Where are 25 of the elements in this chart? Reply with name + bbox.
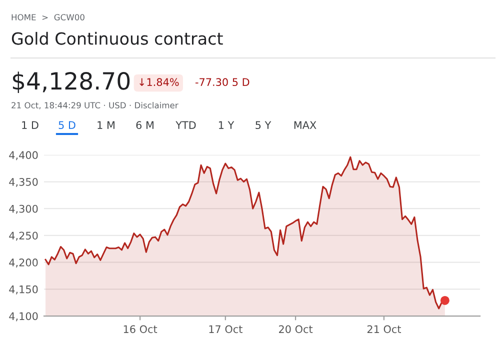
x-tick-label: 16 Oct xyxy=(124,325,158,334)
text: 21 Oct, 18:44:29 UTC · USD · Disclaimer xyxy=(12,102,178,110)
y-tick-label: 4,200 xyxy=(9,258,38,268)
x-tick-label: 21 Oct xyxy=(367,325,401,334)
text: HOME > GCW00 xyxy=(12,14,84,20)
y-tick-label: 4,350 xyxy=(9,178,38,187)
y-tick-label: 4,250 xyxy=(9,232,38,241)
text: 5 Y xyxy=(256,121,272,130)
chart-title: Gold Continuous contract xyxy=(12,32,223,45)
x-tick-label: 17 Oct xyxy=(209,325,242,334)
text: MAX xyxy=(294,121,316,129)
text: $4,128.70 xyxy=(12,72,130,93)
text: 1 Y xyxy=(218,121,234,129)
y-tick-label: 4,100 xyxy=(9,312,38,322)
text: 6 M xyxy=(136,121,154,130)
y-tick-label: 4,150 xyxy=(9,285,38,294)
text: YTD xyxy=(176,121,196,129)
y-tick-label: 4,300 xyxy=(9,204,38,214)
text: ↓1.84% xyxy=(140,78,179,86)
text: 1 M xyxy=(98,121,114,129)
text: 1 D xyxy=(22,121,38,129)
y-tick-label: 4,400 xyxy=(9,151,38,160)
x-tick-label: 20 Oct xyxy=(279,325,313,334)
text: 5 D xyxy=(58,121,76,130)
text: -77.30 5 D xyxy=(196,78,250,86)
